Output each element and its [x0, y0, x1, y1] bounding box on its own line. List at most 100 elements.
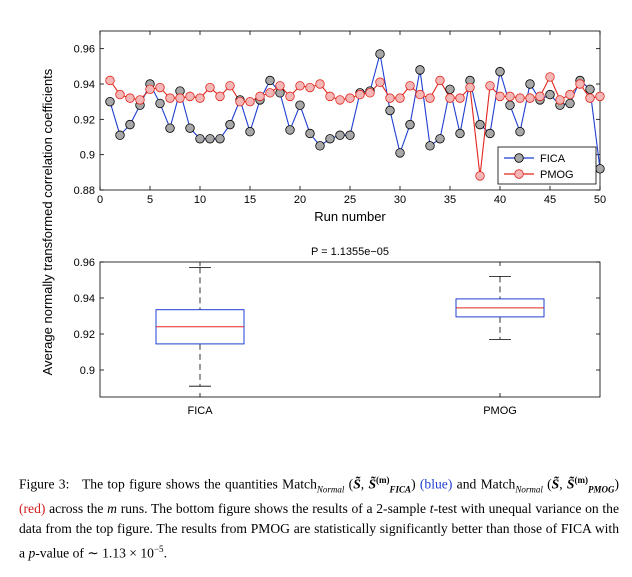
caption-m: m	[107, 501, 117, 517]
x-category-label: FICA	[187, 405, 213, 417]
x-tick-label: 20	[294, 194, 306, 206]
data-point-fica	[485, 128, 495, 139]
y-tick-label: 0.9	[80, 365, 95, 377]
data-point-pmog	[495, 91, 505, 102]
data-point-pmog	[285, 91, 295, 102]
x-tick-label: 15	[244, 194, 256, 206]
x-tick-label: 5	[147, 194, 153, 206]
y-tick-label: 0.96	[74, 44, 95, 56]
data-point-pmog	[425, 93, 435, 103]
data-point-pmog	[255, 91, 265, 102]
caption-text-1: The top figure shows the quantities Matc…	[81, 476, 317, 492]
data-point-fica	[475, 119, 485, 130]
data-point-pmog	[385, 93, 395, 103]
data-point-pmog	[345, 93, 355, 103]
data-point-pmog	[145, 84, 155, 95]
data-point-pmog	[465, 82, 475, 93]
data-point-pmog	[125, 93, 135, 103]
data-point-fica	[105, 96, 115, 107]
data-point-pmog	[525, 93, 535, 103]
top-series-layer	[105, 49, 605, 181]
data-point-pmog	[165, 93, 175, 103]
y-tick-label: 0.92	[74, 114, 95, 126]
data-point-pmog	[195, 93, 205, 103]
legend-item-pmog: PMOG	[504, 169, 574, 181]
data-point-pmog	[235, 96, 245, 107]
data-point-pmog	[565, 89, 575, 100]
data-point-pmog	[445, 93, 455, 103]
caption-label: Figure 3:	[19, 476, 70, 492]
data-point-pmog	[205, 82, 215, 93]
caption-exp: −5	[153, 544, 164, 555]
data-point-pmog	[415, 89, 425, 100]
data-point-fica	[225, 119, 235, 130]
data-point-pmog	[585, 93, 595, 103]
figure-caption: Figure 3: The top figure shows the quant…	[19, 475, 620, 561]
data-point-fica	[585, 84, 595, 95]
data-point-fica	[395, 148, 405, 158]
data-point-pmog	[275, 81, 285, 91]
shared-y-axis-label: Average normally transformed correlation…	[40, 68, 55, 375]
data-point-pmog	[395, 93, 405, 103]
data-point-pmog	[325, 91, 335, 102]
data-point-fica	[455, 128, 465, 139]
x-tick-label: 25	[344, 194, 356, 206]
data-point-fica	[425, 141, 435, 151]
data-point-pmog	[595, 91, 605, 102]
data-point-fica	[305, 128, 315, 139]
caption-pmog-sub: PMOG	[587, 484, 615, 495]
data-point-pmog	[305, 82, 315, 93]
figure: Average normally transformed correlation…	[40, 30, 606, 417]
bottom-box-plot: P = 1.1355e−05 0.9 0.92 0.94 0.96 FICA PMOG	[74, 246, 601, 417]
caption-t: t	[429, 501, 434, 517]
caption-text-7: .	[163, 545, 167, 561]
data-point-fica	[375, 49, 385, 59]
y-tick-label: 0.94	[74, 79, 95, 91]
bottom-plot-frame	[99, 261, 601, 398]
data-point-fica	[125, 119, 135, 130]
data-point-fica	[595, 164, 605, 174]
data-point-pmog	[355, 89, 365, 100]
bottom-axis-ticks: 0.9 0.92 0.94 0.96 FICA PMOG	[74, 257, 600, 417]
data-point-pmog	[375, 77, 385, 87]
x-tick-label: 35	[444, 194, 456, 206]
data-point-pmog	[545, 72, 555, 82]
data-point-pmog	[505, 91, 515, 102]
data-point-fica	[245, 126, 255, 137]
data-point-fica	[435, 134, 445, 144]
data-point-pmog	[335, 95, 345, 105]
data-point-fica	[345, 130, 355, 140]
y-tick-label: 0.94	[74, 293, 95, 305]
data-point-pmog	[115, 89, 125, 100]
x-tick-label: 10	[194, 194, 206, 206]
x-category-label: PMOG	[483, 405, 517, 417]
data-point-pmog	[295, 81, 305, 91]
y-tick-label: 0.88	[74, 185, 95, 197]
data-point-fica	[405, 119, 415, 130]
data-point-pmog	[215, 91, 225, 102]
data-point-pmog	[435, 75, 445, 86]
caption-red: (red)	[19, 501, 46, 517]
data-point-fica	[165, 123, 175, 133]
caption-normal-sub: Normal	[316, 484, 345, 495]
data-point-pmog	[105, 75, 115, 86]
bottom-box-layer	[155, 266, 545, 387]
data-point-fica	[315, 141, 325, 151]
data-point-pmog	[185, 91, 195, 102]
data-point-pmog	[405, 81, 415, 91]
data-point-fica	[545, 89, 555, 100]
data-point-fica	[195, 134, 205, 144]
data-point-fica	[495, 66, 505, 77]
data-point-pmog	[365, 88, 375, 98]
box-pmog	[455, 275, 545, 340]
data-point-fica	[325, 134, 335, 144]
data-point-pmog	[225, 81, 235, 91]
data-point-pmog	[265, 88, 275, 98]
caption-blue: (blue)	[419, 476, 453, 492]
y-tick-label: 0.96	[74, 257, 95, 269]
x-tick-label: 50	[594, 194, 606, 206]
data-point-fica	[335, 130, 345, 140]
data-point-pmog	[485, 81, 495, 91]
data-point-fica	[205, 134, 215, 144]
data-point-pmog	[135, 95, 145, 105]
